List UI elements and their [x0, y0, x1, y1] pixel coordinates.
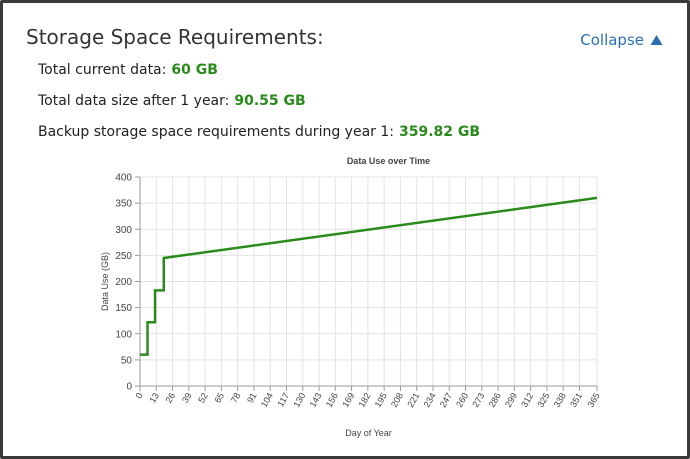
- summary-row: Total current data: 60 GB: [38, 62, 218, 78]
- x-tick-label: 351: [568, 391, 584, 409]
- y-tick-label: 250: [115, 251, 132, 262]
- x-tick-label: 299: [503, 391, 519, 409]
- y-tick-label: 0: [126, 382, 132, 393]
- x-tick-label: 52: [196, 391, 210, 405]
- summary-value: 60 GB: [171, 62, 218, 78]
- x-tick-label: 338: [552, 391, 568, 409]
- x-tick-label: 247: [438, 391, 454, 409]
- x-tick-label: 273: [470, 391, 486, 409]
- x-tick-label: 221: [405, 391, 421, 409]
- summary-row: Backup storage space requirements during…: [38, 124, 480, 140]
- x-tick-label: 365: [586, 391, 602, 409]
- x-tick-label: 286: [487, 391, 503, 409]
- x-tick-label: 130: [291, 391, 307, 409]
- x-tick-label: 26: [164, 391, 178, 405]
- y-tick-label: 200: [115, 277, 132, 288]
- x-tick-label: 260: [454, 391, 470, 409]
- x-tick-label: 0: [134, 391, 145, 400]
- summary-label: Backup storage space requirements during…: [38, 124, 394, 140]
- collapse-icon[interactable]: [650, 34, 663, 46]
- y-tick-label: 50: [121, 355, 133, 366]
- summary-label: Total data size after 1 year:: [38, 93, 230, 109]
- x-tick-label: 39: [180, 391, 194, 405]
- x-tick-label: 169: [340, 391, 356, 409]
- collapse-label[interactable]: Collapse: [580, 31, 644, 49]
- x-tick-label: 195: [373, 391, 389, 409]
- chart-title: Data Use over Time: [347, 156, 430, 166]
- x-tick-label: 143: [308, 391, 324, 409]
- chart: Data Use over Time 0 50 100 150 200 250 300 350 4…: [100, 156, 602, 438]
- summary-label: Total current data:: [38, 62, 167, 78]
- x-tick-label: 13: [147, 391, 161, 405]
- x-tick-label: 234: [422, 391, 438, 409]
- x-tick-label: 65: [212, 391, 226, 405]
- x-tick-label: 104: [259, 391, 275, 409]
- summary-row: Total data size after 1 year: 90.55 GB: [38, 93, 306, 109]
- x-axis-label: Day of Year: [345, 428, 392, 438]
- y-tick-label: 300: [115, 225, 132, 236]
- x-tick-label: 78: [229, 391, 243, 405]
- y-tick-label: 350: [115, 199, 132, 210]
- x-tick-label: 156: [324, 391, 340, 409]
- y-tick-label: 100: [115, 329, 132, 340]
- x-tick-label: 312: [519, 391, 535, 409]
- x-tick-label: 182: [356, 391, 372, 409]
- x-tick-label: 117: [275, 391, 291, 408]
- data-line: [140, 196, 598, 356]
- y-tick-label: 150: [115, 303, 132, 314]
- y-axis-label: Data Use (GB): [100, 252, 110, 311]
- summary-value: 90.55 GB: [234, 93, 306, 109]
- y-tick-label: 400: [115, 173, 132, 184]
- x-tick-label: 208: [389, 391, 405, 409]
- summary-value: 359.82 GB: [398, 124, 481, 140]
- x-tick-label: 91: [245, 391, 259, 405]
- panel-title: Storage Space Requirements:: [26, 25, 324, 49]
- x-tick-label: 325: [535, 391, 551, 409]
- collapse-button[interactable]: Collapse: [580, 31, 663, 49]
